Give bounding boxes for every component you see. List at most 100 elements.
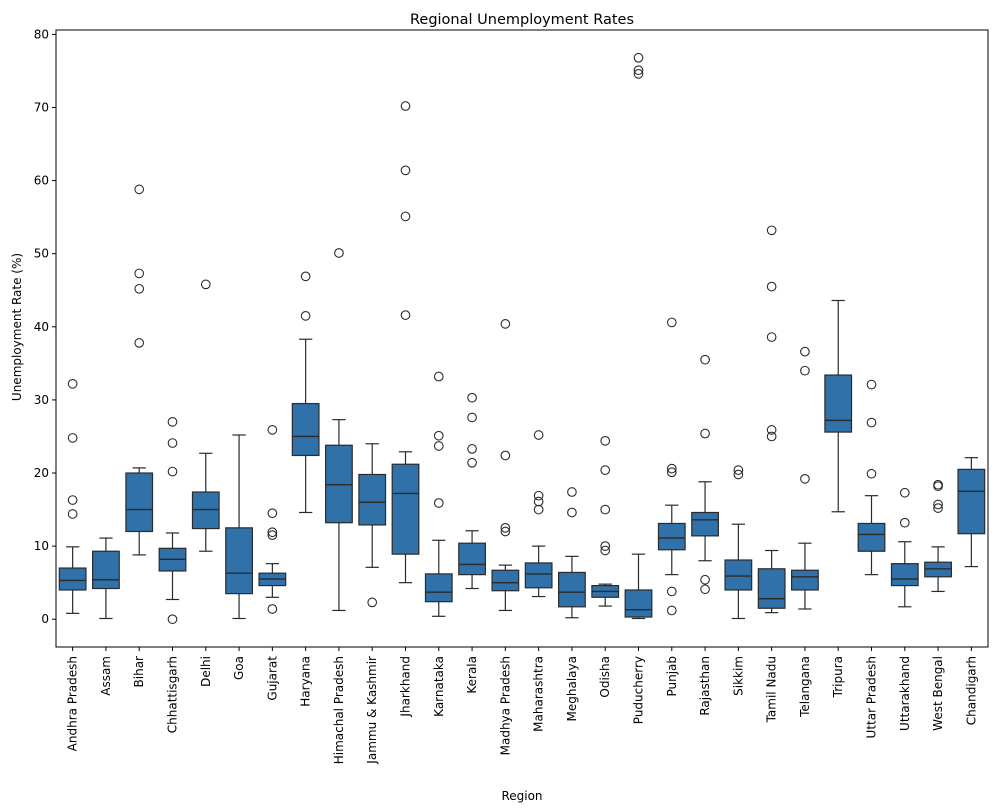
outlier-point — [500, 450, 511, 461]
outlier-point — [400, 165, 411, 176]
outlier-point — [600, 541, 611, 551]
x-tick-label: Assam — [99, 656, 113, 696]
outlier-point — [267, 530, 278, 541]
iqr-box — [125, 472, 154, 533]
x-tick-label: Madhya Pradesh — [498, 656, 512, 755]
outlier-point — [933, 503, 943, 513]
x-tick-label: Uttar Pradesh — [865, 656, 879, 738]
outlier-point — [533, 490, 544, 501]
outlier-point — [367, 597, 378, 608]
x-tick-label: Odisha — [598, 656, 612, 698]
outlier-point — [167, 416, 178, 427]
outlier-point — [467, 444, 477, 454]
box-telangana — [791, 346, 819, 610]
y-tick-label: 10 — [34, 539, 49, 553]
outlier-point — [600, 504, 611, 515]
x-tick-label: Tamil Nadu — [765, 656, 779, 723]
outlier-point — [766, 332, 777, 342]
outlier-point — [933, 499, 943, 510]
outlier-point — [633, 69, 644, 79]
outlier-point — [733, 469, 744, 480]
iqr-box — [491, 569, 520, 592]
iqr-box — [191, 491, 220, 530]
outlier-point — [666, 463, 677, 474]
iqr-box — [791, 569, 819, 591]
x-tick-label: Bihar — [132, 656, 146, 688]
outlier-point — [533, 496, 544, 507]
iqr-box — [358, 473, 387, 526]
outlier-point — [600, 545, 611, 556]
iqr-box — [957, 468, 986, 535]
iqr-box — [458, 542, 486, 576]
iqr-box — [225, 527, 253, 595]
iqr-box — [724, 559, 753, 591]
outlier-point — [267, 527, 278, 538]
iqr-box — [757, 568, 786, 609]
plot-frame — [55, 29, 989, 648]
outlier-point — [400, 101, 411, 111]
x-tick-label: Maharashtra — [532, 656, 546, 732]
box-west-bengal — [924, 479, 952, 593]
outlier-point — [933, 479, 943, 490]
x-tick-label: Rajasthan — [698, 656, 712, 716]
box-sikkim — [724, 465, 753, 620]
outlier-point — [500, 522, 511, 533]
outlier-point — [467, 392, 477, 403]
iqr-box — [92, 550, 120, 590]
outlier-point — [433, 430, 444, 441]
outlier-point — [433, 371, 444, 382]
iqr-box — [657, 522, 686, 551]
iqr-box — [325, 444, 353, 524]
outlier-point — [866, 417, 877, 428]
box-uttarakhand — [890, 487, 919, 608]
iqr-box — [924, 561, 952, 578]
outlier-point — [700, 574, 710, 585]
outlier-point — [766, 225, 777, 236]
outlier-point — [800, 474, 810, 484]
outlier-point — [267, 425, 278, 435]
outlier-point — [433, 498, 444, 508]
outlier-point — [700, 354, 710, 365]
x-tick-label: Uttarakhand — [898, 656, 912, 731]
x-tick-label: Chandigarh — [964, 656, 978, 725]
y-tick-label: 30 — [34, 393, 49, 407]
y-tick-label: 0 — [41, 612, 49, 626]
outlier-point — [167, 466, 178, 477]
outlier-point — [500, 319, 511, 329]
iqr-box — [558, 571, 586, 608]
box-goa — [225, 434, 253, 620]
box-bihar — [125, 184, 154, 556]
x-tick-label: Goa — [232, 656, 246, 680]
outlier-point — [267, 508, 278, 519]
outlier-point — [800, 346, 810, 357]
outlier-point — [766, 281, 777, 292]
iqr-box — [890, 563, 919, 587]
iqr-box — [391, 463, 420, 555]
outlier-point — [167, 614, 178, 625]
x-tick-label: Karnataka — [432, 656, 446, 717]
outlier-point — [600, 465, 611, 475]
box-tripura — [824, 299, 853, 513]
outlier-point — [899, 487, 910, 498]
x-tick-label: Delhi — [199, 656, 213, 687]
x-tick-label: Chhattisgarh — [166, 656, 180, 733]
outlier-point — [267, 604, 278, 614]
box-rajasthan — [691, 354, 719, 595]
iqr-box — [58, 567, 87, 591]
iqr-box — [691, 511, 719, 537]
outlier-point — [467, 412, 477, 423]
outlier-point — [300, 271, 311, 282]
outlier-point — [433, 441, 444, 451]
box-odisha — [591, 435, 620, 607]
x-tick-label: Gujarat — [265, 656, 279, 701]
x-tick-label: Sikkim — [731, 656, 745, 696]
outlier-point — [766, 431, 777, 442]
plot-area — [58, 52, 986, 625]
box-haryana — [291, 271, 320, 514]
outlier-point — [633, 52, 644, 63]
outlier-point — [67, 378, 78, 389]
outlier-point — [67, 495, 78, 505]
x-tick-label: Meghalaya — [565, 656, 579, 721]
y-axis: 0 10 20 30 40 50 60 70 80 — [34, 27, 56, 626]
